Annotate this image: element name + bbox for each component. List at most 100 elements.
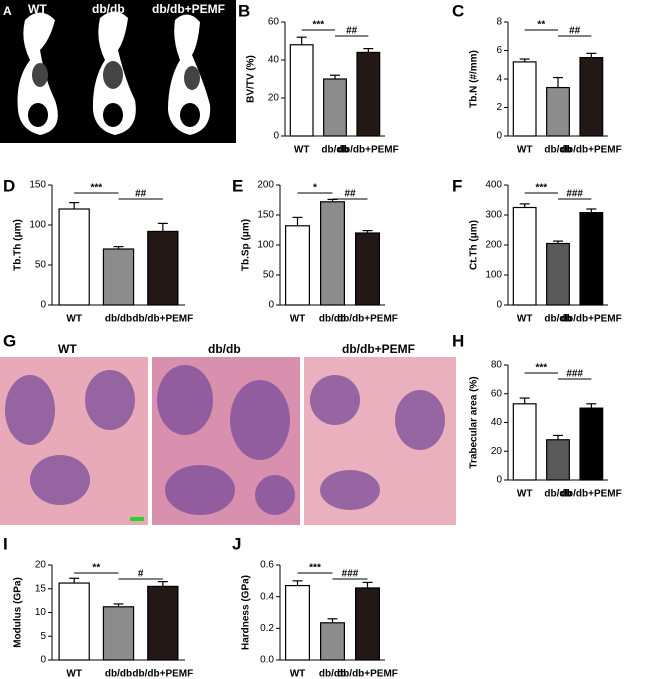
y-tick-label: 8 xyxy=(496,17,502,28)
micro-ct-image xyxy=(0,0,236,143)
bar xyxy=(102,606,135,661)
y-tick-label: 40 xyxy=(268,55,280,66)
x-tick-label: db/db xyxy=(544,489,571,500)
bar xyxy=(289,44,314,137)
x-tick-label: WT xyxy=(517,145,533,156)
x-tick-label: db/db+PEMF xyxy=(337,314,398,325)
image-label: WT xyxy=(28,2,47,16)
x-tick-label: db/db+PEMF xyxy=(337,669,398,679)
y-tick-label: 2 xyxy=(496,102,502,113)
significance-label: ### xyxy=(566,369,583,380)
y-tick-label: 40 xyxy=(491,417,503,428)
y-tick-label: 0 xyxy=(40,655,46,666)
x-tick-label: WT xyxy=(517,489,533,500)
significance-label: *** xyxy=(312,20,324,31)
y-tick-label: 0 xyxy=(268,300,274,311)
x-tick-label: db/db+PEMF xyxy=(561,314,622,325)
y-tick-label: 50 xyxy=(263,270,275,281)
bar xyxy=(320,201,346,306)
y-tick-label: 0 xyxy=(496,475,502,486)
y-tick-label: 0.2 xyxy=(260,623,274,634)
x-tick-label: WT xyxy=(517,314,533,325)
y-tick-label: 5 xyxy=(40,631,46,642)
panel-label: E xyxy=(232,176,243,195)
bar xyxy=(58,208,90,306)
panel-label: G xyxy=(3,331,16,350)
bar xyxy=(579,407,604,481)
x-tick-label: WT xyxy=(290,314,306,325)
bar xyxy=(546,439,570,481)
y-tick-label: 200 xyxy=(485,240,502,251)
significance-label: ** xyxy=(92,563,100,574)
significance-label: # xyxy=(138,569,144,580)
y-axis-label: Ct.Th (μm) xyxy=(469,220,480,270)
x-tick-label: db/db+PEMF xyxy=(561,489,622,500)
y-tick-label: 6 xyxy=(496,45,502,56)
y-tick-label: 50 xyxy=(35,260,47,271)
bar xyxy=(355,587,381,661)
y-tick-label: 150 xyxy=(257,210,274,221)
significance-label: ## xyxy=(569,26,581,37)
y-tick-label: 4 xyxy=(496,74,502,85)
significance-label: *** xyxy=(535,183,547,194)
bar xyxy=(579,57,604,137)
x-tick-label: db/db xyxy=(105,314,132,325)
x-tick-label: db/db xyxy=(544,145,571,156)
significance-label: *** xyxy=(90,183,102,194)
x-tick-label: db/db xyxy=(321,145,348,156)
y-axis-label: Tb.Th (μm) xyxy=(13,219,24,271)
image-label: db/db xyxy=(208,342,241,356)
x-tick-label: WT xyxy=(290,669,306,679)
bar xyxy=(546,86,570,137)
bar xyxy=(356,51,381,137)
panel-label: A xyxy=(3,4,12,18)
x-tick-label: db/db+PEMF xyxy=(132,314,193,325)
bar xyxy=(512,403,537,481)
bar xyxy=(546,242,570,306)
y-tick-label: 150 xyxy=(29,180,46,191)
significance-label: *** xyxy=(309,563,321,574)
panel-label: C xyxy=(452,1,464,20)
y-tick-label: 80 xyxy=(491,360,503,371)
x-tick-label: db/db+PEMF xyxy=(338,145,399,156)
image-label: db/db+PEMF xyxy=(342,342,415,356)
y-tick-label: 60 xyxy=(268,17,280,28)
bar xyxy=(320,622,346,661)
panel-label: D xyxy=(3,176,15,195)
y-tick-label: 0.4 xyxy=(260,591,274,602)
significance-label: ## xyxy=(135,189,147,200)
bar xyxy=(355,232,381,306)
significance-label: ## xyxy=(344,189,356,200)
x-tick-label: db/db+PEMF xyxy=(132,669,193,679)
x-tick-label: WT xyxy=(66,669,82,679)
y-axis-label: Tb.Sp (μm) xyxy=(241,219,252,271)
significance-label: * xyxy=(313,183,317,194)
bar xyxy=(147,585,179,661)
y-tick-label: 20 xyxy=(35,560,47,571)
y-tick-label: 100 xyxy=(29,220,46,231)
histology-image xyxy=(0,357,456,525)
significance-label: ## xyxy=(346,26,358,37)
x-tick-label: db/db xyxy=(319,314,346,325)
bar xyxy=(323,78,347,137)
bar xyxy=(285,225,311,306)
y-tick-label: 100 xyxy=(485,270,502,281)
y-tick-label: 0 xyxy=(273,131,279,142)
bar xyxy=(579,212,604,306)
y-tick-label: 0.0 xyxy=(260,655,274,666)
panel-label: H xyxy=(452,331,464,350)
x-tick-label: db/db xyxy=(319,669,346,679)
y-tick-label: 15 xyxy=(35,583,47,594)
y-tick-label: 20 xyxy=(491,446,503,457)
significance-label: ### xyxy=(342,569,359,580)
y-tick-label: 0.6 xyxy=(260,560,274,571)
y-tick-label: 60 xyxy=(491,388,503,399)
x-tick-label: db/db+PEMF xyxy=(561,145,622,156)
bar xyxy=(512,61,537,137)
y-axis-label: Tb.N (#/mm) xyxy=(469,50,480,108)
x-tick-label: db/db xyxy=(544,314,571,325)
y-axis-label: BV/TV (%) xyxy=(246,55,257,103)
bar xyxy=(58,582,90,661)
x-tick-label: db/db xyxy=(105,669,132,679)
